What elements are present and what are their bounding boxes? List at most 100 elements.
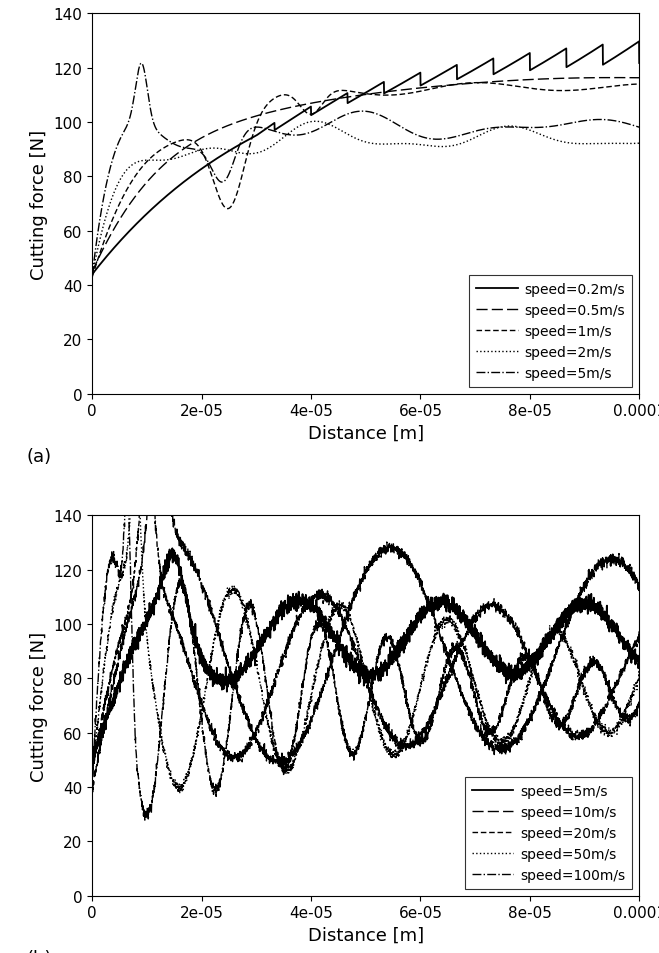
speed=50m/s — [566, 645, 574, 657]
speed=10m/s — [151, 497, 159, 508]
speed=10m/s — [89, 786, 97, 798]
speed=20m/s — [299, 609, 306, 620]
speed=2m/s — [183, 150, 191, 161]
speed=100m/s — [88, 770, 96, 781]
Line: speed=5m/s: speed=5m/s — [92, 549, 639, 764]
speed=2m/s — [322, 118, 330, 130]
speed=50m/s — [299, 731, 306, 742]
speed=10m/s — [625, 568, 633, 579]
Text: (a): (a) — [26, 448, 52, 465]
speed=0.5m/s — [609, 72, 617, 84]
speed=20m/s — [625, 652, 633, 663]
speed=1m/s — [298, 103, 306, 114]
speed=20m/s — [136, 497, 144, 508]
speed=5m/s — [183, 599, 191, 611]
X-axis label: Distance [m]: Distance [m] — [308, 926, 424, 944]
X-axis label: Distance [m]: Distance [m] — [308, 424, 424, 442]
Line: speed=5m/s: speed=5m/s — [92, 64, 639, 276]
speed=20m/s — [88, 760, 96, 771]
speed=20m/s — [151, 509, 159, 520]
speed=100m/s — [322, 633, 330, 644]
Line: speed=50m/s: speed=50m/s — [92, 502, 639, 793]
speed=20m/s — [183, 657, 191, 668]
speed=50m/s — [183, 769, 191, 781]
speed=5m/s — [137, 58, 145, 70]
speed=2m/s — [635, 138, 643, 150]
speed=100m/s — [141, 816, 149, 827]
speed=1m/s — [322, 94, 330, 106]
speed=0.2m/s — [298, 108, 306, 119]
speed=10m/s — [88, 783, 96, 795]
Text: (b): (b) — [26, 949, 52, 953]
speed=5m/s — [322, 618, 330, 629]
speed=0.2m/s — [183, 174, 191, 186]
speed=0.2m/s — [625, 44, 633, 55]
speed=0.5m/s — [183, 142, 191, 153]
Line: speed=1m/s: speed=1m/s — [92, 84, 639, 277]
Line: speed=2m/s: speed=2m/s — [92, 122, 639, 275]
speed=50m/s — [635, 676, 643, 687]
speed=0.5m/s — [322, 95, 330, 107]
speed=1m/s — [566, 86, 574, 97]
speed=5m/s — [151, 596, 159, 607]
speed=2m/s — [88, 270, 96, 281]
speed=5m/s — [625, 119, 633, 131]
speed=10m/s — [183, 550, 191, 561]
speed=0.2m/s — [88, 269, 96, 280]
speed=0.5m/s — [635, 73, 643, 85]
speed=100m/s — [299, 682, 306, 694]
speed=2m/s — [312, 116, 320, 128]
speed=5m/s — [635, 661, 643, 673]
speed=5m/s — [625, 642, 633, 654]
speed=5m/s — [299, 130, 306, 141]
speed=20m/s — [322, 588, 330, 599]
speed=100m/s — [183, 598, 191, 609]
speed=5m/s — [566, 118, 574, 130]
speed=1m/s — [183, 135, 191, 147]
Line: speed=0.2m/s: speed=0.2m/s — [92, 42, 639, 274]
speed=1m/s — [474, 78, 482, 90]
speed=0.5m/s — [88, 267, 96, 278]
speed=5m/s — [183, 143, 191, 154]
speed=50m/s — [127, 497, 135, 508]
speed=5m/s — [299, 593, 306, 604]
speed=50m/s — [176, 787, 184, 799]
speed=10m/s — [566, 614, 574, 625]
speed=5m/s — [151, 121, 159, 132]
speed=5m/s — [635, 122, 643, 133]
speed=2m/s — [625, 138, 633, 150]
speed=50m/s — [322, 627, 330, 639]
speed=20m/s — [89, 766, 97, 778]
speed=0.2m/s — [151, 201, 159, 213]
speed=5m/s — [168, 543, 176, 555]
speed=100m/s — [566, 710, 574, 721]
speed=20m/s — [566, 732, 574, 743]
speed=10m/s — [322, 674, 330, 685]
speed=2m/s — [151, 155, 159, 167]
speed=2m/s — [298, 120, 306, 132]
speed=0.2m/s — [635, 58, 643, 70]
speed=0.5m/s — [298, 100, 306, 112]
speed=5m/s — [89, 759, 97, 770]
speed=10m/s — [635, 580, 643, 592]
speed=0.5m/s — [151, 169, 159, 180]
speed=0.5m/s — [565, 73, 573, 85]
speed=5m/s — [88, 745, 96, 757]
speed=10m/s — [299, 732, 306, 743]
speed=5m/s — [88, 271, 96, 282]
speed=100m/s — [635, 700, 643, 711]
speed=5m/s — [322, 120, 330, 132]
Line: speed=0.5m/s: speed=0.5m/s — [92, 78, 639, 273]
speed=0.2m/s — [565, 61, 573, 72]
speed=1m/s — [88, 272, 96, 283]
speed=100m/s — [625, 718, 633, 729]
Line: speed=20m/s: speed=20m/s — [92, 502, 639, 772]
Legend: speed=5m/s, speed=10m/s, speed=20m/s, speed=50m/s, speed=100m/s: speed=5m/s, speed=10m/s, speed=20m/s, sp… — [465, 778, 632, 889]
Line: speed=100m/s: speed=100m/s — [92, 502, 639, 821]
speed=1m/s — [635, 79, 643, 91]
speed=1m/s — [625, 80, 633, 91]
speed=100m/s — [122, 497, 130, 508]
Line: speed=10m/s: speed=10m/s — [92, 502, 639, 792]
speed=50m/s — [151, 689, 159, 700]
speed=0.5m/s — [625, 72, 633, 84]
